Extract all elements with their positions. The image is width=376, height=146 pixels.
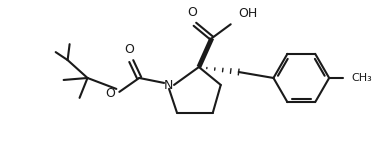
Text: O: O — [106, 87, 115, 100]
Text: O: O — [124, 43, 134, 56]
Text: OH: OH — [239, 7, 258, 20]
Text: N: N — [163, 79, 173, 92]
Text: O: O — [187, 6, 197, 19]
Text: CH₃: CH₃ — [351, 73, 372, 83]
